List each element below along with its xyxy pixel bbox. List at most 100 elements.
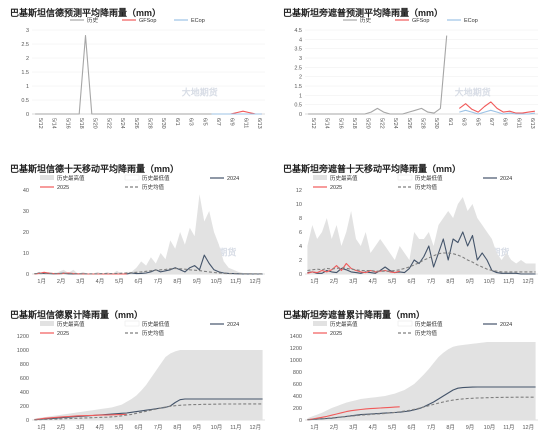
x-tick-label: 6/1 <box>174 118 180 126</box>
x-tick-label: 6月 <box>135 424 144 431</box>
legend-label: ECop <box>464 18 478 24</box>
y-tick-label: 2 <box>299 258 302 264</box>
y-tick-label: 1 <box>299 93 302 99</box>
x-tick-label: 5/12 <box>310 118 316 129</box>
series-line-2024 <box>307 386 536 421</box>
legend-label: 2025 <box>57 185 69 191</box>
x-tick-label: 5月 <box>115 424 124 431</box>
y-tick-label: 200 <box>20 404 29 410</box>
history-max-band <box>34 194 263 274</box>
x-tick-label: 5/18 <box>78 118 84 129</box>
history-max-band <box>307 197 536 274</box>
y-tick-label: 3 <box>299 56 302 62</box>
series-line-历史均值 <box>34 403 263 421</box>
legend-label: 2024 <box>227 176 239 182</box>
legend-label: 2025 <box>330 331 342 337</box>
x-tick-label: 5/14 <box>51 118 57 129</box>
chart-panel-punjab-cumulative: 巴基斯坦旁遮普累计降雨量（mm） 历史最高值 历史最低值 2024 2025 历史均值 1… <box>283 308 543 443</box>
x-tick-label: 11月 <box>503 278 514 285</box>
x-tick-label: 5/26 <box>133 118 139 129</box>
y-tick-label: 2.5 <box>294 65 302 71</box>
chart-svg: 历史最高值历史最低值20242025历史均值121086420大地期货1月2月3… <box>296 174 538 285</box>
watermark: 大地期货 <box>182 87 218 98</box>
x-tick-label: 8月 <box>446 424 455 431</box>
x-tick-label: 6/5 <box>201 118 207 126</box>
x-tick-label: 5/30 <box>433 118 439 129</box>
y-tick-label: 1400 <box>290 334 302 340</box>
x-tick-label: 1月 <box>37 278 46 285</box>
legend-label: 历史最低值 <box>142 320 170 328</box>
legend-label: 历史均值 <box>415 183 438 191</box>
x-tick-label: 4月 <box>96 278 105 285</box>
x-tick-label: 1月 <box>310 278 319 285</box>
legend-label: 历史均值 <box>415 329 438 337</box>
series-line-ECop <box>459 109 535 115</box>
y-tick-label: 4.5 <box>294 28 302 34</box>
y-tick-label: 10 <box>296 202 302 208</box>
chart-title: 巴基斯坦信德十天移动平均降雨量（mm） <box>10 164 180 174</box>
chart-svg: 历史最高值历史最低值20242025历史均值403020100大地期货1月2月3… <box>23 174 265 285</box>
x-tick-label: 5/14 <box>324 118 330 129</box>
x-tick-label: 7月 <box>427 424 436 431</box>
x-tick-label: 3月 <box>349 424 358 431</box>
x-tick-label: 12月 <box>522 278 534 285</box>
x-tick-label: 3月 <box>76 278 85 285</box>
series-line-历史均值 <box>307 252 536 273</box>
chart-svg: 历史最高值 历史最低值 2024 2025 历史均值 1200 1000 800 600 400 2… <box>17 320 265 431</box>
x-tick-label: 6/7 <box>215 118 221 126</box>
y-tick-label: 1 <box>26 84 29 90</box>
x-tick-label: 4月 <box>369 278 378 285</box>
history-max-band <box>307 342 536 420</box>
legend-label: 历史最高值 <box>57 320 85 328</box>
y-tick-label: 0 <box>26 112 29 118</box>
y-tick-label: 800 <box>20 362 29 368</box>
x-tick-label: 6/1 <box>447 118 453 126</box>
x-tick-label: 8月 <box>173 424 182 431</box>
x-tick-label: 6/3 <box>461 118 467 126</box>
series-line-2025 <box>34 413 127 421</box>
chart-panel-sindh-10day: 巴基斯坦信德十天移动平均降雨量（mm） 历史最高值 历史最低值 2024 2025 历史… <box>10 162 270 297</box>
x-tick-label: 6/7 <box>488 118 494 126</box>
x-tick-label: 12月 <box>522 424 534 431</box>
x-tick-label: 1月 <box>310 424 319 431</box>
y-tick-label: 600 <box>293 382 302 388</box>
y-tick-label: 4 <box>299 37 302 43</box>
legend-swatch <box>124 174 140 181</box>
y-tick-label: 400 <box>20 390 29 396</box>
x-tick-label: 6月 <box>135 278 144 285</box>
watermark: 大地期货 <box>455 87 491 98</box>
x-tick-label: 5/28 <box>420 118 426 129</box>
x-tick-label: 9月 <box>466 278 475 285</box>
x-tick-label: 10月 <box>484 424 496 431</box>
legend-label: 历史最低值 <box>415 174 443 182</box>
legend-label: 历史最高值 <box>57 174 85 182</box>
x-tick-label: 5/12 <box>37 118 43 129</box>
y-tick-label: 1000 <box>290 358 302 364</box>
legend-label: 历史 <box>360 16 372 24</box>
x-tick-label: 5/24 <box>392 118 398 129</box>
y-tick-label: 1200 <box>17 334 29 340</box>
x-tick-label: 12月 <box>249 424 261 431</box>
legend-label: 历史最高值 <box>330 320 358 328</box>
x-tick-label: 3月 <box>76 424 85 431</box>
chart-panel-punjab-10day: 巴基斯坦旁遮普十天移动平均降雨量（mm） 历史最高值 历史最低值 2024 2025 历… <box>283 162 543 297</box>
y-tick-label: 2 <box>26 56 29 62</box>
legend-swatch <box>397 174 413 181</box>
y-tick-label: 0 <box>299 112 302 118</box>
chart-svg: 历史 GFSop ECop 3 2.5 2 1.5 1 0.5 0 大地期货 5/12 5/14 5/16… <box>21 16 265 129</box>
chart-title: 巴基斯坦信德预测平均降雨量（mm） <box>10 8 162 18</box>
x-tick-label: 7月 <box>427 278 436 285</box>
chart-title: 巴基斯坦旁遮普十天移动平均降雨量（mm） <box>283 164 462 174</box>
y-tick-label: 3.5 <box>294 47 302 53</box>
legend-swatch <box>313 175 327 180</box>
x-tick-label: 5/28 <box>147 118 153 129</box>
y-tick-label: 20 <box>23 230 29 236</box>
x-tick-label: 6月 <box>408 424 417 431</box>
legend-swatch <box>40 175 54 180</box>
x-tick-label: 3月 <box>349 278 358 285</box>
x-tick-label: 5/22 <box>105 118 111 129</box>
chart-panel-sindh-cumulative: 巴基斯坦信德累计降雨量（mm） 历史最高值 历史最低值 2024 2025 历史均值 12… <box>10 308 270 443</box>
x-tick-label: 6/3 <box>188 118 194 126</box>
y-tick-label: 1.5 <box>294 84 302 90</box>
x-tick-label: 5/16 <box>337 118 343 129</box>
